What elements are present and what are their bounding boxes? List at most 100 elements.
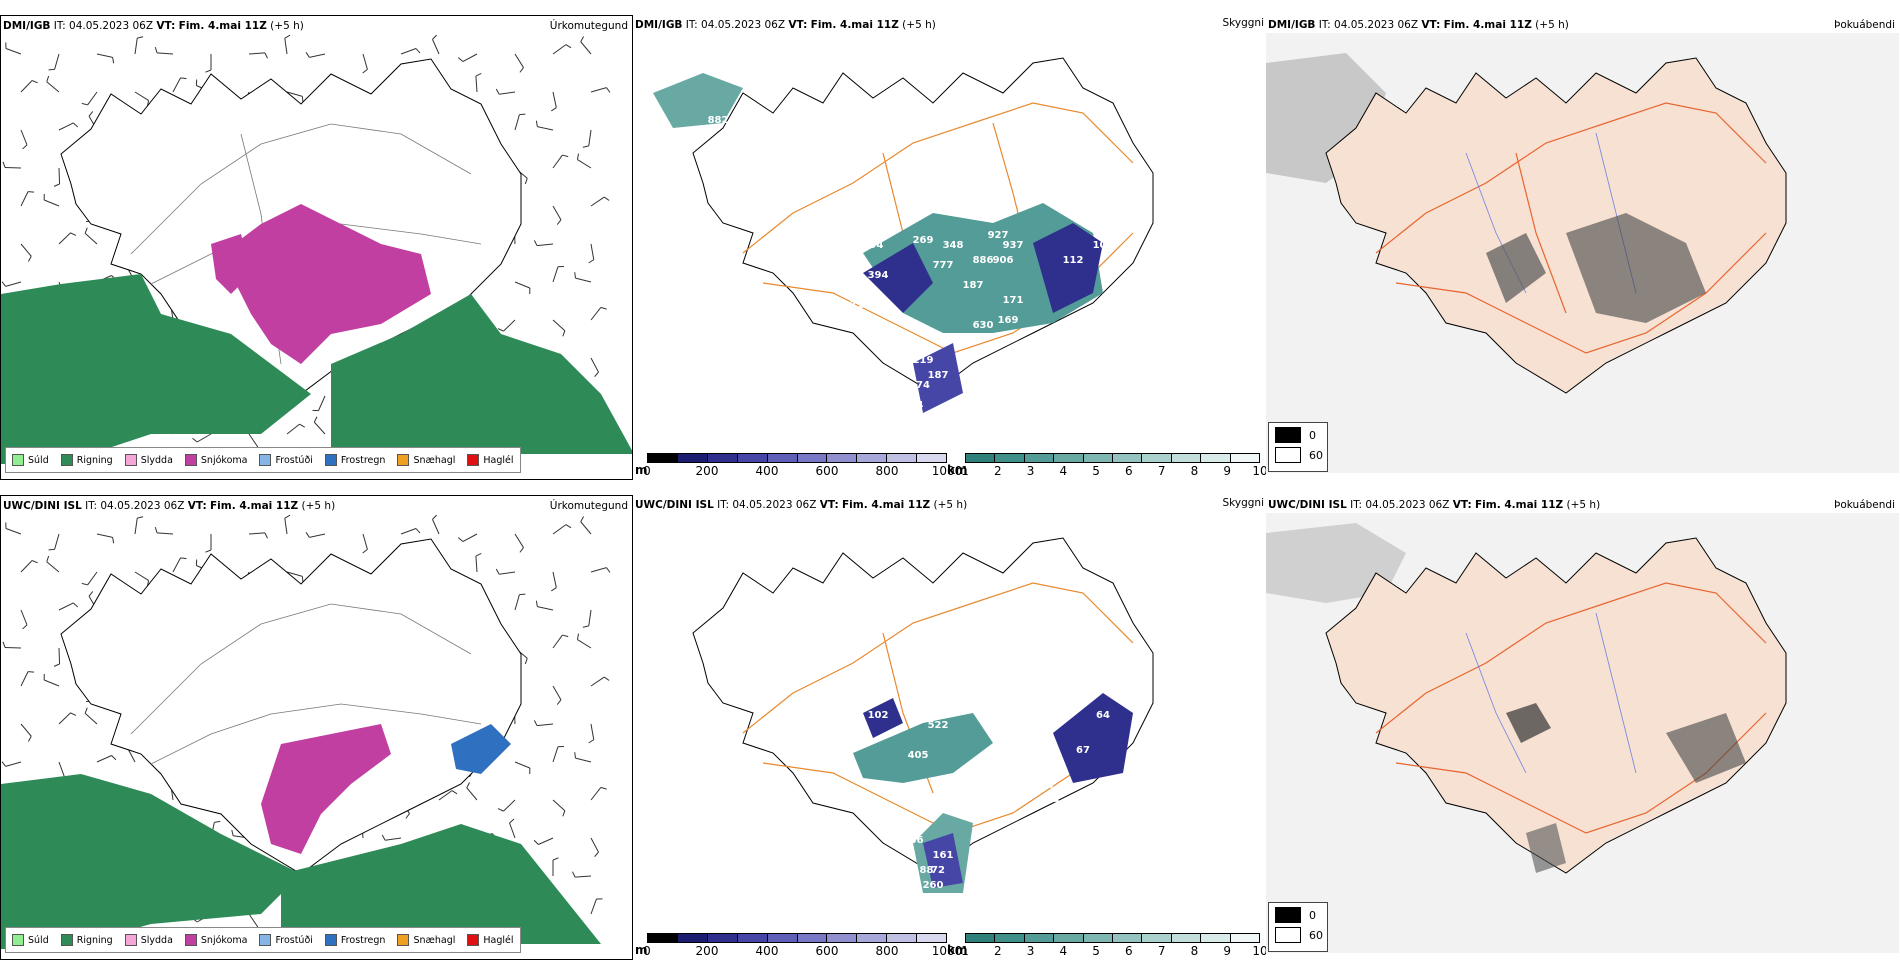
wind-barb <box>503 320 515 331</box>
legend-item: Snjókoma <box>185 934 248 946</box>
wind-barb <box>135 572 149 580</box>
colorbar-segment <box>1201 454 1230 462</box>
colorbar-segment <box>678 454 708 462</box>
legend-swatch <box>125 454 137 466</box>
fog-legend-swatch <box>1275 427 1301 443</box>
fog-legend-swatch <box>1275 927 1301 943</box>
legend-label: Snæhagl <box>413 455 455 466</box>
wind-barb <box>432 519 439 534</box>
wind-barb-flag <box>306 52 309 57</box>
wind-barb <box>515 534 523 548</box>
wind-barb-flag <box>583 626 589 627</box>
wind-barb <box>285 38 287 54</box>
wind-barb <box>135 92 149 100</box>
ceiling-label: 190 <box>743 355 764 366</box>
wind-barb <box>591 88 606 92</box>
wind-barb <box>401 529 416 534</box>
ceiling-label: 906 <box>993 255 1014 266</box>
ceiling-label: 777 <box>933 260 954 271</box>
wind-barb <box>537 244 553 246</box>
ceiling-label: 24 <box>1046 795 1060 806</box>
colorbar-tick: 2 <box>994 944 1002 958</box>
legend-swatch <box>397 934 409 946</box>
colorbar-tick: 800 <box>876 464 899 478</box>
panel-title: DMI/IGB IT: 04.05.2023 06Z VT: Fim. 4.ma… <box>635 19 936 31</box>
wind-barb-flag <box>562 155 568 157</box>
wind-barb <box>285 518 287 534</box>
ceiling-label: 117 <box>753 340 774 351</box>
ceiling-label: 67 <box>1076 745 1090 756</box>
wind-barb-flag <box>47 556 49 562</box>
ceiling-label: 169 <box>998 315 1019 326</box>
colorbar-segment <box>678 934 708 942</box>
legend-label: Snjókoma <box>201 455 248 466</box>
wind-barb-flag <box>73 603 77 607</box>
wind-barb <box>553 525 566 534</box>
ceiling-label: 882 <box>708 115 729 126</box>
colorbar-segment <box>857 454 887 462</box>
wind-barb <box>463 534 477 542</box>
legend-item: Rigning <box>61 454 113 466</box>
wind-barb <box>537 607 553 610</box>
wind-barb-flag <box>47 76 49 82</box>
panel-type-label: Úrkomutegund <box>550 500 628 512</box>
wind-barb-flag <box>28 256 31 261</box>
wind-barb-flag <box>557 700 561 705</box>
colorbar-tick: 4 <box>1060 944 1068 958</box>
wind-barb-flag <box>2 762 6 767</box>
legend-swatch <box>325 934 337 946</box>
legend-label: Slydda <box>141 935 173 946</box>
ceiling-label: 531 <box>843 300 864 311</box>
fog-map <box>1266 33 1899 473</box>
wind-barb <box>5 647 21 648</box>
wind-barb-flag <box>575 272 576 278</box>
wind-barb-flag <box>85 228 87 234</box>
colorbar-segment <box>1025 454 1054 462</box>
wind-barb-flag <box>601 307 607 309</box>
legend-item: Súld <box>12 454 49 466</box>
fog-legend-item: 60 <box>1269 443 1327 463</box>
colorbar-segment <box>1231 934 1259 942</box>
wind-barb <box>591 899 596 914</box>
colorbar-tick: 3 <box>1027 944 1035 958</box>
colorbar-segment <box>768 934 798 942</box>
ceiling-label: 187 <box>963 280 984 291</box>
ceiling-label: 171 <box>1003 295 1024 306</box>
wind-barb-flag <box>32 80 38 82</box>
wind-barb <box>97 54 113 57</box>
wind-barb <box>553 92 556 108</box>
ceiling-label: 522 <box>928 720 949 731</box>
wind-barb-flag <box>595 372 599 377</box>
colorbar-segment <box>1113 454 1142 462</box>
colorbar-segment <box>648 934 678 942</box>
wind-barb <box>553 686 561 700</box>
colorbar-segment <box>1084 454 1113 462</box>
wind-barb-flag <box>73 123 77 127</box>
wind-barb <box>21 672 28 686</box>
colorbar-tick: 400 <box>756 944 779 958</box>
colorbar-segment <box>917 454 946 462</box>
ceiling-label: 74 <box>916 380 930 391</box>
wind-barb <box>476 556 477 572</box>
wind-barb <box>467 788 477 800</box>
wind-barb <box>581 42 591 54</box>
colorbar-tick: 200 <box>696 944 719 958</box>
wind-barb <box>515 115 519 130</box>
wind-barb-flag <box>32 560 38 562</box>
wind-barb <box>553 800 565 811</box>
wind-barb-flag <box>71 233 76 236</box>
wind-barb-flag <box>581 516 584 521</box>
wind-barb-flag <box>510 819 515 823</box>
wind-barb <box>515 54 523 68</box>
fog-indicator-panel-uwc: UWC/DINI ISL IT: 04.05.2023 06Z VT: Fim.… <box>1266 495 1899 960</box>
wind-barb <box>249 533 265 534</box>
wind-barb-flag <box>71 713 76 716</box>
legend-label: Haglél <box>483 935 513 946</box>
wind-barb-flag <box>606 88 610 93</box>
wind-barb <box>591 568 606 572</box>
legend-swatch <box>185 934 197 946</box>
legend-label: Súld <box>28 455 49 466</box>
wind-barb-flag <box>416 49 420 54</box>
